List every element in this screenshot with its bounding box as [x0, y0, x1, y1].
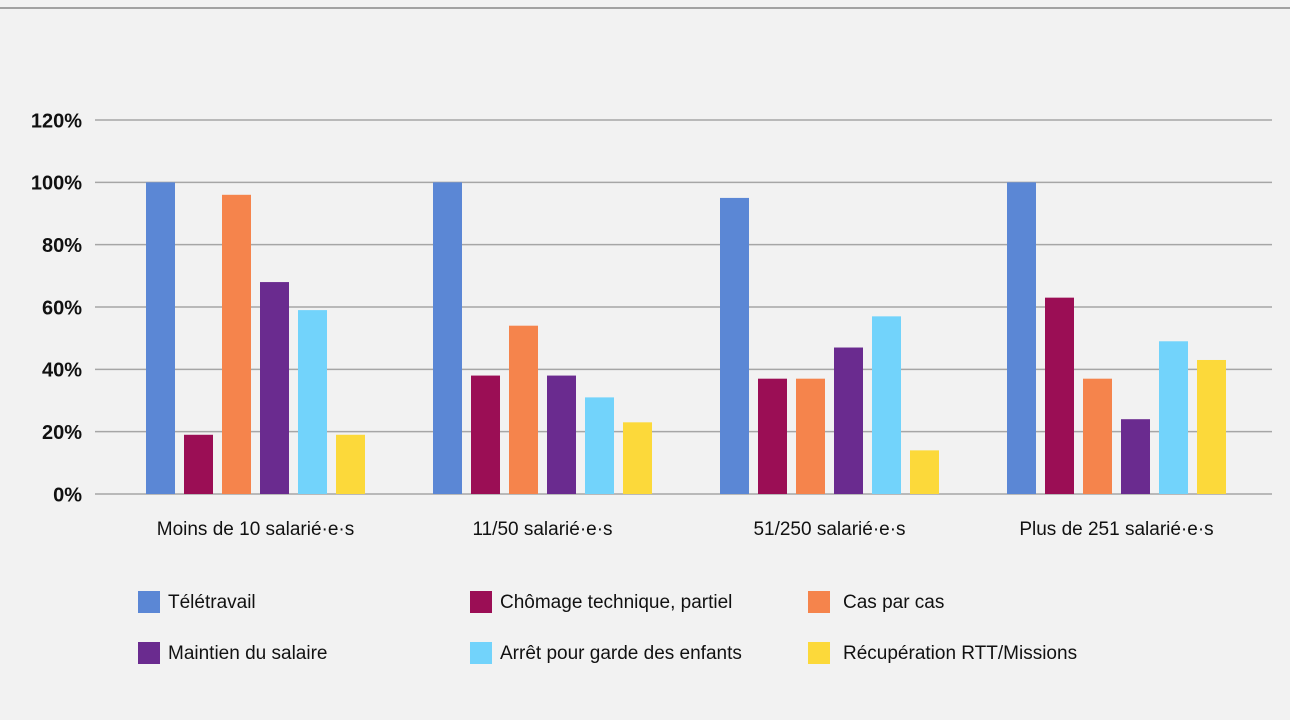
bar [758, 378, 787, 494]
bar [260, 282, 289, 494]
bar [1007, 182, 1036, 495]
x-tick-label: Moins de 10 salarié·e·s [157, 519, 354, 540]
bar [471, 375, 500, 494]
bar [910, 450, 939, 494]
bar [834, 347, 863, 494]
legend-label: Télétravail [168, 592, 256, 613]
y-tick-label: 40% [42, 360, 82, 382]
bar [720, 197, 749, 494]
bar [509, 325, 538, 494]
legend-swatch [138, 642, 160, 664]
legend-swatch [808, 591, 830, 613]
y-tick-label: 80% [42, 235, 82, 257]
x-tick-label: Plus de 251 salarié·e·s [1019, 519, 1213, 540]
bar [623, 422, 652, 494]
bar [298, 310, 327, 494]
y-tick-label: 100% [31, 173, 82, 195]
legend-swatch [470, 591, 492, 613]
bar [547, 375, 576, 494]
legend-label: Maintien du salaire [168, 643, 327, 664]
legend-swatch [138, 591, 160, 613]
legend-label: Récupération RTT/Missions [843, 643, 1077, 664]
y-tick-label: 0% [53, 484, 82, 506]
legend-label: Arrêt pour garde des enfants [500, 643, 742, 664]
legend-swatch [808, 642, 830, 664]
bar [1159, 341, 1188, 494]
legend-label: Cas par cas [843, 592, 944, 613]
bar [796, 378, 825, 494]
y-tick-label: 120% [31, 110, 82, 132]
bar [1083, 378, 1112, 494]
x-tick-label: 51/250 salarié·e·s [753, 519, 905, 540]
bar [433, 182, 462, 495]
bar [146, 182, 175, 495]
bar [1121, 419, 1150, 494]
bar [872, 316, 901, 494]
bar [585, 397, 614, 494]
bar [336, 434, 365, 494]
x-tick-label: 11/50 salarié·e·s [472, 519, 612, 540]
bar [184, 434, 213, 494]
bar [1045, 297, 1074, 494]
legend-label: Chômage technique, partiel [500, 592, 732, 613]
legend-swatch [470, 642, 492, 664]
bar [222, 194, 251, 495]
bar [1197, 359, 1226, 494]
y-tick-label: 60% [42, 297, 82, 319]
y-tick-label: 20% [42, 422, 82, 444]
